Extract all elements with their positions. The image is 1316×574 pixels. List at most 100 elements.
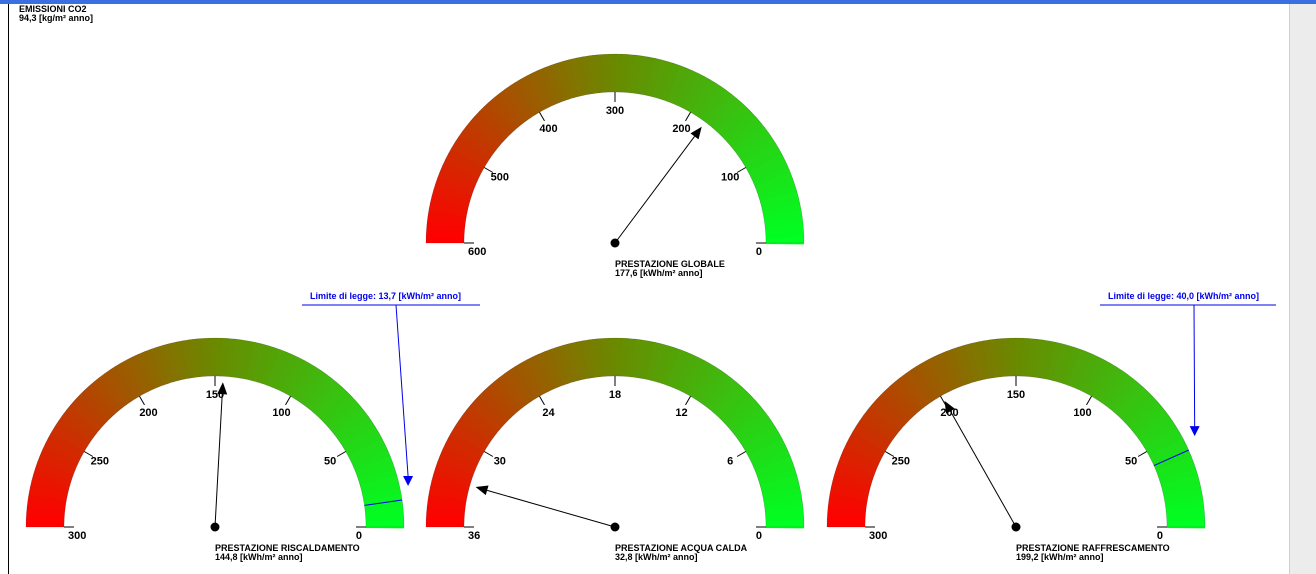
limit-label: Limite di legge: 40,0 [kWh/m² anno] (1108, 291, 1259, 301)
gauge-band-segment (894, 377, 924, 412)
limit-arrow-icon (403, 475, 414, 486)
gauge-band-segment (1091, 363, 1118, 400)
gauge-tick (736, 451, 747, 457)
gauge-band-segment (889, 381, 920, 415)
gauge-tick-label: 100 (272, 407, 290, 419)
gauge-tick-label: 600 (468, 246, 486, 258)
gauge-band-segment (493, 377, 523, 412)
right-scroll-panel[interactable] (1290, 4, 1316, 574)
gauge-band-segment (261, 347, 281, 386)
gauge-band-segment (730, 405, 765, 435)
gauge-band-segment (625, 338, 637, 377)
gauge-tick (685, 111, 691, 122)
gauge-band-segment (1153, 450, 1192, 472)
limit-mark (1153, 449, 1189, 467)
gauge-band-segment (1141, 421, 1177, 448)
gauge-band-segment (316, 386, 348, 420)
gauge-band-segment (442, 442, 480, 466)
gauge-band-segment (333, 410, 369, 440)
gauge-band-segment (756, 178, 796, 198)
gauge-band-segment (483, 101, 515, 135)
gauge-band-outline (425, 337, 805, 528)
limit-arrow-icon (1189, 426, 1200, 437)
gauge-band-segment (1113, 382, 1144, 416)
gauge-band-segment (427, 215, 466, 228)
gauge-band-segment (1157, 462, 1197, 482)
gauge-band-segment (765, 236, 804, 245)
gauge-band-segment (849, 431, 886, 457)
limit-mark (364, 499, 403, 506)
gauge-band-segment (748, 154, 786, 178)
gauge-band-segment (921, 359, 947, 397)
limit-label: Limite di legge: 13,7 [kWh/m² anno] (310, 291, 461, 301)
gauge-band-segment (1162, 481, 1202, 497)
gauge-tick-label: 0 (1157, 530, 1163, 542)
gauge-band-segment (488, 381, 519, 415)
gauge-band-segment (915, 362, 942, 399)
gauge-band-segment (939, 351, 961, 390)
gauge-band-segment (740, 421, 776, 448)
gauge-band-segment (1166, 513, 1205, 523)
gauge-band-segment (498, 373, 528, 409)
gauge-band-segment (236, 339, 250, 379)
gauge-band-segment (910, 366, 937, 402)
gauge-band-segment (520, 359, 546, 397)
gauge-band-segment (290, 363, 317, 400)
gauge-band-segment (307, 378, 338, 413)
gauge-band-segment (319, 391, 352, 423)
gauge-band-segment (762, 203, 802, 218)
gauge-band-segment (144, 348, 165, 387)
gauge-band-segment (752, 450, 791, 472)
gauge-band-segment (509, 82, 536, 118)
gauge-band-segment (676, 70, 700, 108)
gauge-band-segment (33, 467, 72, 486)
gauge-value: 177,6 [kWh/m² anno] (615, 268, 703, 278)
gauge-band-outline (826, 337, 1206, 528)
gauge-band-segment (54, 420, 91, 447)
gauge-band-segment (295, 366, 322, 403)
gauge-band-segment (761, 197, 801, 213)
gauge-band-segment (601, 54, 611, 93)
gauge-band-segment (39, 448, 78, 471)
gauge-band-segment (340, 421, 376, 448)
gauge-band-segment (855, 420, 892, 447)
gauge-band-segment (1072, 351, 1095, 390)
gauge-band-outline (425, 53, 805, 244)
gauge-tick (736, 167, 747, 173)
gauge-band-segment (681, 73, 705, 111)
gauge-band-segment (608, 337, 617, 377)
gauge-band-segment (430, 195, 469, 212)
gauge-band-segment (433, 467, 472, 486)
gauge-band-segment (703, 90, 733, 125)
gauge-band-segment (442, 158, 480, 182)
gauge-band-segment (503, 85, 532, 121)
gauge-band-segment (427, 492, 467, 506)
gauge-band-segment (569, 341, 585, 381)
gauge-band-segment (281, 357, 305, 395)
gauge-band-segment (681, 357, 705, 395)
gauge-band-segment (730, 121, 765, 151)
gauge-hub (610, 238, 620, 248)
gauge-band-segment (656, 345, 675, 384)
gauge-band-segment (169, 341, 185, 381)
gauge-band-segment (66, 404, 101, 435)
gauge-tick-label: 0 (356, 530, 362, 542)
gauge-hub (1011, 522, 1021, 532)
gauge-tick-label: 250 (91, 456, 109, 468)
gauge-band-segment (843, 442, 881, 466)
gauge-band-segment (550, 346, 570, 386)
gauge-tick-label: 150 (1007, 389, 1025, 401)
gauge-title: PRESTAZIONE ACQUA CALDA (615, 543, 748, 553)
gauge-band-segment (365, 520, 404, 529)
gauge-band-segment (285, 360, 311, 397)
gauge-band-segment (462, 409, 497, 439)
gauge-band-segment (828, 492, 868, 506)
gauge-tick (539, 395, 545, 406)
gauge-band-segment (569, 57, 585, 97)
gauge-band-segment (836, 461, 875, 481)
gauge-band-segment (156, 344, 175, 384)
gauge-tick (539, 111, 545, 122)
gauge-band-segment (827, 505, 866, 517)
